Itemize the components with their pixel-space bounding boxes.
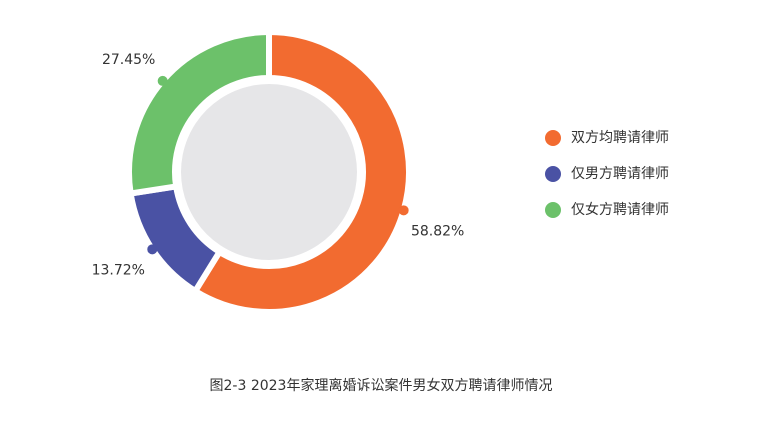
donut-segment <box>191 28 412 315</box>
legend-label: 双方均聘请律师 <box>571 130 669 146</box>
data-label: 58.82% <box>411 223 464 239</box>
chart-title: 图2-3 2023年家理离婚诉讼案件男女双方聘请律师情况 <box>210 377 553 394</box>
donut-center <box>181 84 357 260</box>
data-label: 13.72% <box>92 262 145 278</box>
legend-marker <box>545 130 561 146</box>
legend-label: 仅男方聘请律师 <box>571 166 669 182</box>
donut-segment <box>126 28 272 197</box>
legend-marker <box>545 202 561 218</box>
label-dot <box>398 205 409 216</box>
label-dot <box>157 75 168 86</box>
label-dot <box>147 244 158 255</box>
data-label: 27.45% <box>102 52 155 68</box>
legend-marker <box>545 166 561 182</box>
legend-label: 仅女方聘请律师 <box>571 201 669 218</box>
